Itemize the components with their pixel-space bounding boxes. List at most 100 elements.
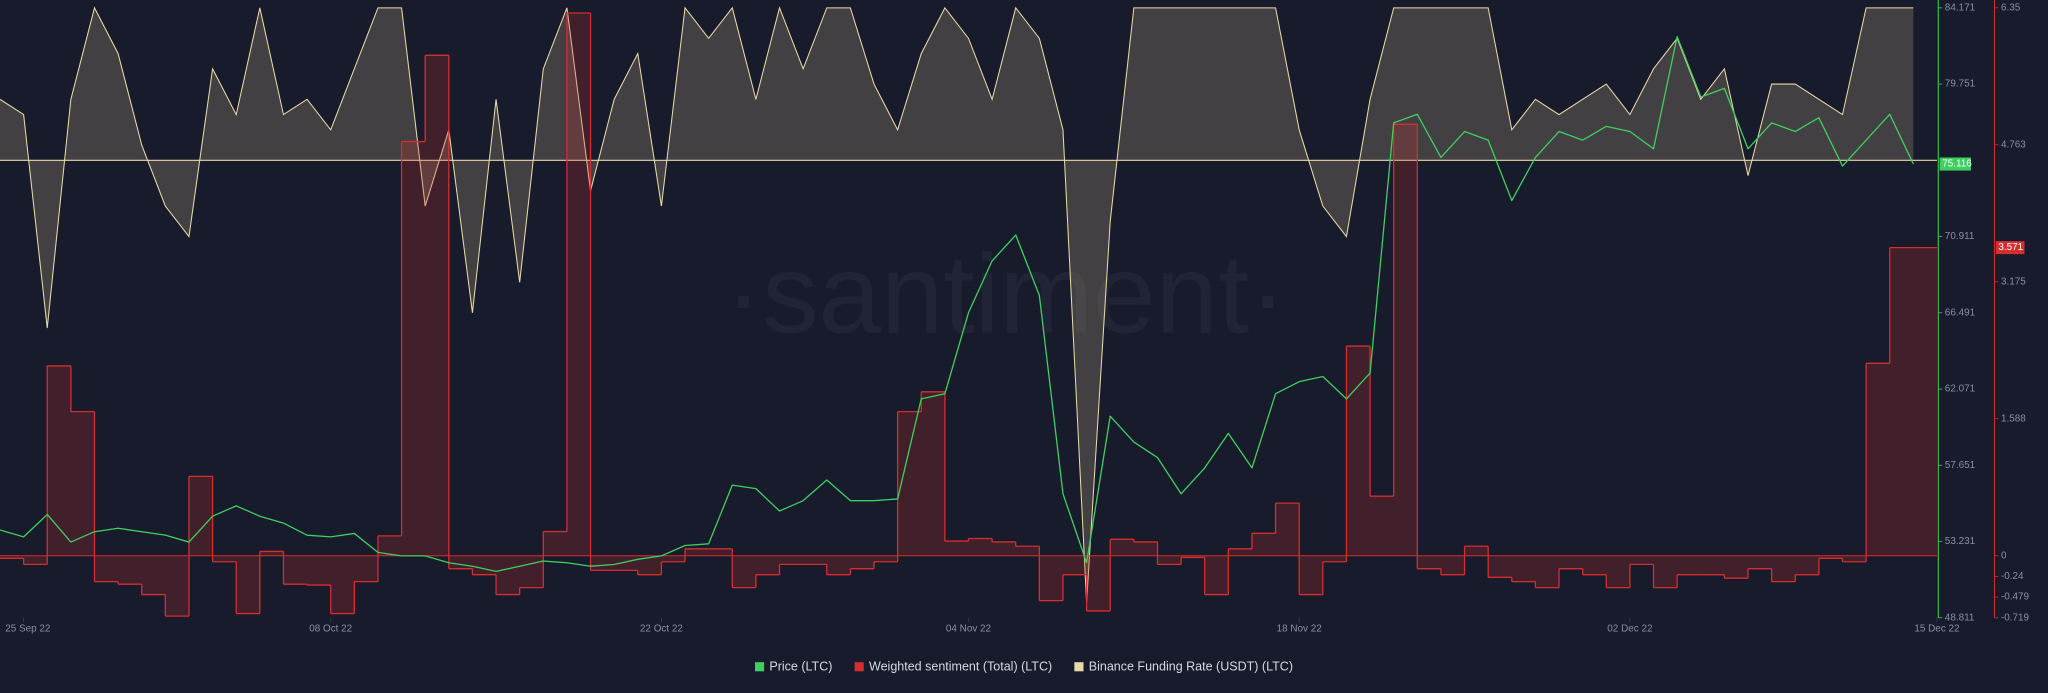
sentiment-bar bbox=[118, 555, 142, 585]
sentiment-bar bbox=[1913, 247, 1937, 556]
y2-tick-label: 6.35 bbox=[2001, 2, 2021, 13]
sentiment-bar bbox=[755, 555, 780, 575]
y-tick-label: 79.751 bbox=[1945, 79, 1976, 90]
legend-swatch bbox=[854, 662, 864, 672]
price-last-badge bbox=[1939, 157, 1971, 171]
x-tick-label: 04 Nov 22 bbox=[946, 623, 992, 634]
sentiment-bar bbox=[685, 548, 709, 556]
sentiment-bar bbox=[1251, 533, 1276, 556]
sentiment-bar bbox=[1818, 555, 1843, 559]
sentiment-bar bbox=[1748, 555, 1772, 569]
sentiment-bar bbox=[1488, 555, 1512, 578]
sentiment-bar bbox=[47, 365, 71, 556]
watermark: ·santiment· bbox=[725, 231, 1287, 357]
y2-tick-label: -0.24 bbox=[2001, 571, 2024, 582]
sentiment-bar bbox=[496, 555, 520, 595]
sentiment-bar bbox=[1204, 555, 1229, 595]
sentiment-bar bbox=[1677, 555, 1701, 575]
sentiment-bar bbox=[1724, 555, 1749, 579]
x-tick-label: 02 Dec 22 bbox=[1607, 623, 1653, 634]
sentiment-bar bbox=[897, 411, 922, 556]
sentiment-bar bbox=[1535, 555, 1560, 588]
sentiment-bar bbox=[637, 555, 662, 575]
y-tick-label: 66.491 bbox=[1945, 307, 1976, 318]
y2-tick-label: -0.719 bbox=[2001, 612, 2030, 623]
sentiment-bar bbox=[1842, 555, 1867, 562]
sentiment-bar bbox=[1346, 346, 1371, 556]
funding-area bbox=[0, 7, 1914, 603]
sentiment-bar bbox=[472, 555, 497, 575]
sentiment-bar bbox=[377, 535, 402, 556]
y-tick-label: 62.071 bbox=[1945, 384, 1976, 395]
y2-tick-label: 4.763 bbox=[2001, 139, 2026, 150]
sentiment-bar bbox=[874, 555, 898, 562]
sentiment-bar bbox=[1157, 555, 1182, 565]
sentiment-bar bbox=[448, 555, 473, 569]
sentiment-bar bbox=[1299, 555, 1323, 595]
y-tick-label: 48.811 bbox=[1945, 612, 1975, 623]
sentiment-bar bbox=[425, 55, 449, 556]
sentiment-bar bbox=[1795, 555, 1819, 575]
y-tick-label: 70.911 bbox=[1945, 231, 1975, 242]
sentiment-bar bbox=[968, 538, 993, 556]
sentiment-bar bbox=[165, 555, 189, 617]
sentiment-bar bbox=[1700, 555, 1725, 575]
sentiment-bar bbox=[992, 541, 1016, 556]
sentiment-bar bbox=[259, 551, 284, 556]
sentiment-bar bbox=[1086, 555, 1111, 611]
sentiment-bar bbox=[1440, 555, 1465, 575]
x-tick-label: 25 Sep 22 bbox=[5, 623, 51, 634]
price-line bbox=[0, 36, 1914, 573]
sentiment-bar bbox=[1039, 555, 1063, 601]
sentiment-bar bbox=[566, 13, 591, 556]
sentiment-last-badge bbox=[1995, 241, 2025, 255]
x-tick-label: 08 Oct 22 bbox=[309, 623, 352, 634]
y-tick-label: 57.651 bbox=[1945, 460, 1976, 471]
sentiment-bar bbox=[283, 555, 308, 585]
sentiment-bar bbox=[307, 555, 331, 586]
legend-label: Binance Funding Rate (USDT) (LTC) bbox=[1089, 660, 1293, 674]
legend: Price (LTC) Weighted sentiment (Total) (L… bbox=[754, 660, 1293, 674]
y2-tick-label: -0.479 bbox=[2001, 592, 2030, 603]
y2-tick-label: 3.175 bbox=[2001, 276, 2026, 287]
legend-swatch bbox=[1074, 662, 1084, 672]
sentiment-bar bbox=[732, 555, 756, 588]
x-tick-label: 18 Nov 22 bbox=[1277, 623, 1323, 634]
sentiment-bar bbox=[1771, 555, 1796, 582]
sentiment-bar bbox=[921, 391, 945, 556]
y-tick-label: 84.171 bbox=[1945, 2, 1976, 13]
legend-item[interactable]: Binance Funding Rate (USDT) (LTC) bbox=[1074, 660, 1293, 674]
sentiment-bar bbox=[1417, 555, 1441, 569]
sentiment-bar bbox=[1322, 555, 1347, 562]
legend-item[interactable]: Weighted sentiment (Total) (LTC) bbox=[854, 660, 1053, 674]
y2-tick-label: 1.588 bbox=[2001, 413, 2026, 424]
sentiment-bar bbox=[1606, 555, 1630, 588]
sentiment-bar bbox=[826, 555, 851, 575]
sentiment-bar bbox=[1889, 247, 1914, 556]
sentiment-bar bbox=[1559, 555, 1583, 569]
x-tick-label: 15 Dec 22 bbox=[1914, 623, 1960, 634]
sentiment-bar bbox=[1181, 555, 1205, 558]
sentiment-bar bbox=[1629, 555, 1654, 565]
legend-item[interactable]: Price (LTC) bbox=[754, 660, 832, 674]
sentiment-bar bbox=[779, 555, 804, 565]
sentiment-bar bbox=[212, 555, 237, 562]
sentiment-bar bbox=[354, 555, 378, 582]
funding-line bbox=[0, 6, 1914, 603]
sentiment-bar bbox=[401, 141, 426, 556]
sentiment-bar bbox=[944, 541, 969, 556]
sentiment-bar bbox=[188, 476, 213, 556]
sentiment-bar bbox=[590, 555, 615, 571]
sentiment-bar bbox=[519, 555, 544, 588]
sentiment-bar bbox=[1582, 555, 1607, 575]
sentiment-bar bbox=[1511, 555, 1536, 582]
sentiment-last-label: 3.571 bbox=[1998, 242, 2023, 253]
sentiment-bar bbox=[803, 555, 827, 565]
price-last-label: 75.116 bbox=[1942, 159, 1972, 170]
legend-label: Weighted sentiment (Total) (LTC) bbox=[869, 660, 1052, 674]
sentiment-bar bbox=[330, 555, 355, 614]
sentiment-bar bbox=[1062, 555, 1087, 575]
sentiment-bar bbox=[1866, 363, 1890, 556]
sentiment-bar bbox=[236, 555, 260, 614]
